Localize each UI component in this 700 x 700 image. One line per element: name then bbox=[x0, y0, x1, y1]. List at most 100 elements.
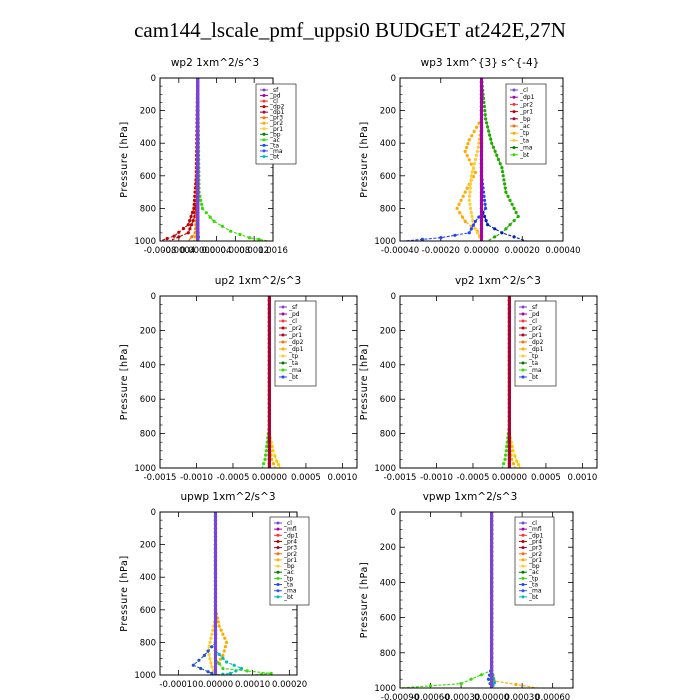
series-marker-_cl bbox=[490, 536, 494, 541]
x-tick-label: 0.00030 bbox=[505, 693, 540, 700]
series-group bbox=[160, 78, 269, 241]
figure-title: cam144_lscale_pmf_uppsi0 BUDGET at242E,2… bbox=[134, 18, 566, 42]
series-marker-_cl bbox=[490, 598, 494, 602]
series-marker-_pd bbox=[267, 444, 271, 449]
series-marker-_pd bbox=[267, 423, 271, 427]
series-marker-_pr1 bbox=[208, 640, 212, 645]
series-marker-_cl bbox=[490, 664, 494, 668]
series-marker-_sf bbox=[196, 219, 200, 223]
series-marker-_ta bbox=[486, 223, 490, 227]
series-marker-_cl bbox=[213, 616, 218, 620]
series-marker-_ac bbox=[479, 673, 483, 677]
series-marker-_ac bbox=[217, 662, 221, 666]
series-line-_ta bbox=[192, 512, 217, 675]
series-marker-_cl bbox=[213, 636, 218, 640]
series-marker-_dp2 bbox=[188, 227, 192, 231]
series-marker-_pd bbox=[507, 320, 511, 324]
legend-marker bbox=[276, 583, 280, 587]
legend-label: _pr2 bbox=[288, 325, 302, 332]
series-marker-_sf bbox=[196, 157, 200, 162]
series-marker-_cl bbox=[490, 572, 494, 576]
series-marker-_sf bbox=[196, 129, 200, 133]
series-marker-_pd bbox=[267, 449, 271, 453]
series-marker-_ac bbox=[512, 206, 516, 210]
series-marker-_ac bbox=[220, 224, 224, 228]
legend-box bbox=[274, 300, 317, 387]
panel-title: wp2 1xm^2/s^3 bbox=[171, 57, 259, 69]
legend-label: _pr1 bbox=[519, 109, 533, 116]
series-marker-_pd bbox=[267, 320, 271, 324]
series-marker-_sf bbox=[196, 174, 200, 178]
y-tick-label: 400 bbox=[140, 361, 156, 371]
y-tick-label: 400 bbox=[140, 573, 156, 583]
legend-marker bbox=[281, 305, 285, 309]
y-axis-label: Pressure [hPa] bbox=[359, 121, 370, 198]
series-marker-_cl bbox=[213, 547, 218, 551]
x-tick-label: 0.0004 bbox=[202, 246, 232, 256]
plot-frame bbox=[399, 77, 564, 242]
legend-marker bbox=[521, 539, 525, 543]
series-marker-_pd bbox=[507, 436, 511, 440]
series-marker-_sf bbox=[196, 100, 200, 105]
legend-label: _pd bbox=[269, 93, 281, 100]
series-marker-_pd bbox=[267, 380, 271, 384]
series-marker-_pr2 bbox=[463, 190, 467, 194]
panel-title: wp3 1xm^{3} s^{-4} bbox=[421, 57, 540, 69]
series-marker-_pd bbox=[507, 414, 511, 418]
legend-marker bbox=[512, 95, 516, 99]
series-marker-_pd bbox=[507, 371, 511, 375]
series-marker-_pd bbox=[507, 350, 511, 354]
series-marker-_cl bbox=[479, 219, 484, 223]
legend-label: _cl bbox=[528, 318, 537, 325]
legend-label: _ma bbox=[283, 588, 297, 595]
x-tick-label: 0.00000 bbox=[252, 473, 287, 483]
series-marker-_sf bbox=[196, 190, 200, 194]
series-marker-_tp bbox=[420, 237, 424, 241]
series-marker-_pd bbox=[267, 453, 271, 457]
series-marker-_pd bbox=[267, 350, 271, 354]
series-marker-_pr1 bbox=[468, 194, 472, 198]
series-marker-_ac bbox=[482, 104, 486, 109]
legend-marker bbox=[281, 326, 285, 330]
series-marker-_cl bbox=[490, 642, 494, 646]
legend-label: _cl bbox=[283, 520, 292, 527]
legend-label: _dp1 bbox=[519, 94, 535, 101]
y-tick-label: 200 bbox=[140, 326, 156, 336]
series-marker-_ac bbox=[269, 671, 273, 675]
legend-label: _bt bbox=[528, 594, 539, 601]
legend-label: _pd bbox=[528, 311, 540, 318]
x-tick-label: -0.00040 bbox=[381, 246, 419, 256]
series-marker-_cl bbox=[490, 514, 494, 519]
x-tick-label: 0.00020 bbox=[272, 680, 307, 690]
series-marker-_tp bbox=[477, 215, 481, 219]
legend-marker bbox=[512, 146, 516, 150]
series-marker-_pd bbox=[267, 440, 271, 444]
series-marker-_dp2 bbox=[186, 231, 190, 235]
series-marker-_pr2 bbox=[219, 628, 223, 632]
series-marker-_ac bbox=[506, 194, 510, 198]
x-tick-label: 0.0005 bbox=[291, 473, 321, 483]
series-marker-_cl bbox=[213, 624, 218, 628]
series-marker-_pd bbox=[507, 307, 511, 311]
series-marker-_cl bbox=[490, 682, 494, 686]
series-marker-_cl bbox=[479, 162, 484, 166]
legend-label: _pr2 bbox=[283, 551, 297, 558]
panel-title: up2 1xm^2/s^3 bbox=[215, 275, 301, 287]
series-marker-_tp bbox=[221, 672, 225, 675]
series-marker-_dp1 bbox=[503, 457, 507, 461]
legend-marker bbox=[262, 121, 266, 125]
series-marker-_cl bbox=[213, 534, 218, 539]
series-marker-_ta bbox=[512, 235, 516, 239]
y-tick-label: 800 bbox=[140, 430, 156, 440]
series-marker-_sf bbox=[196, 206, 200, 210]
legend-marker bbox=[521, 361, 525, 365]
series-marker-_dp2 bbox=[189, 223, 194, 227]
series-marker-_ac bbox=[496, 157, 501, 162]
y-tick-label: 600 bbox=[380, 172, 396, 182]
series-marker-_pd bbox=[267, 358, 271, 363]
y-axis-label: Pressure [hPa] bbox=[119, 555, 130, 632]
series-marker-_tp bbox=[239, 666, 244, 671]
legend: _sf_pd_cl_pr2_pr1_dp2_dp1_tp_ta_ma_bt bbox=[274, 300, 317, 387]
x-tick-label: -0.00060 bbox=[411, 693, 449, 700]
legend-label: _bt bbox=[283, 594, 294, 601]
